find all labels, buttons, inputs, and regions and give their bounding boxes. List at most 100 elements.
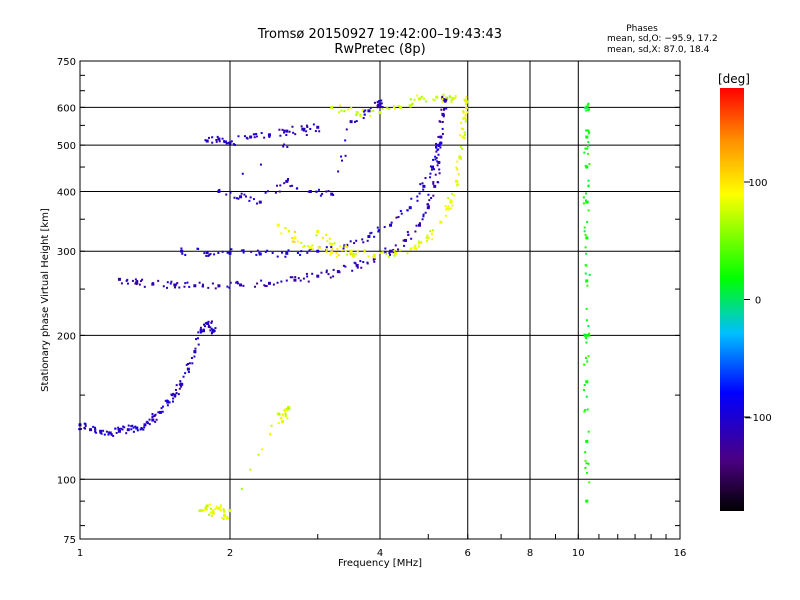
data-point-fill bbox=[369, 232, 372, 235]
data-point-fill bbox=[346, 243, 349, 246]
data-point-fill bbox=[153, 415, 156, 418]
series-x-trace-top bbox=[330, 93, 457, 118]
data-point bbox=[585, 333, 589, 337]
data-point-fill bbox=[287, 177, 290, 180]
data-point-fill bbox=[196, 247, 199, 250]
data-point-fill bbox=[441, 100, 444, 103]
data-point-fill bbox=[216, 135, 219, 138]
data-point-fill bbox=[214, 287, 217, 290]
data-point-fill bbox=[154, 420, 157, 423]
data-point-fill bbox=[219, 508, 222, 511]
data-point-fill bbox=[393, 106, 396, 109]
data-point-fill bbox=[379, 105, 382, 108]
data-point-fill bbox=[123, 426, 126, 429]
data-point-fill bbox=[397, 215, 400, 218]
data-point-fill bbox=[241, 172, 244, 175]
data-point-fill bbox=[397, 104, 400, 107]
data-point bbox=[442, 99, 446, 103]
data-point-fill bbox=[283, 408, 286, 411]
data-point-fill bbox=[449, 207, 452, 210]
data-point-fill bbox=[461, 147, 464, 150]
data-point-fill bbox=[340, 109, 343, 112]
data-point-fill bbox=[288, 406, 291, 409]
colorbar-tick-label: 100 bbox=[748, 178, 767, 189]
data-point-fill bbox=[383, 226, 386, 229]
data-point-fill bbox=[458, 155, 461, 158]
data-point-fill bbox=[278, 190, 281, 193]
data-point-fill bbox=[142, 428, 145, 431]
data-point-fill bbox=[369, 114, 372, 117]
data-point-fill bbox=[437, 135, 440, 138]
data-point-fill bbox=[464, 114, 467, 117]
data-point-fill bbox=[587, 179, 590, 182]
data-point-fill bbox=[403, 244, 406, 247]
data-point-fill bbox=[361, 108, 364, 111]
data-point-fill bbox=[299, 279, 302, 282]
data-point-fill bbox=[438, 168, 441, 171]
data-point-fill bbox=[356, 266, 359, 269]
data-point-fill bbox=[584, 409, 587, 412]
data-point bbox=[433, 184, 437, 188]
data-point-fill bbox=[318, 130, 321, 133]
data-point-fill bbox=[305, 130, 308, 133]
data-point bbox=[205, 139, 209, 143]
data-point-fill bbox=[183, 285, 186, 288]
data-point-fill bbox=[438, 172, 441, 175]
data-point bbox=[293, 236, 297, 240]
data-point-fill bbox=[282, 414, 285, 417]
data-point-fill bbox=[583, 410, 586, 413]
data-point-fill bbox=[339, 104, 342, 107]
data-point-fill bbox=[79, 428, 82, 431]
data-point-fill bbox=[583, 226, 586, 229]
data-point-fill bbox=[130, 428, 133, 431]
data-point-fill bbox=[214, 508, 217, 511]
data-point-fill bbox=[240, 249, 243, 252]
data-point-fill bbox=[279, 134, 282, 137]
data-point bbox=[413, 246, 417, 250]
data-point bbox=[373, 253, 377, 257]
data-point-fill bbox=[586, 152, 589, 155]
data-point-fill bbox=[326, 248, 329, 251]
data-point-fill bbox=[418, 224, 421, 227]
data-point-fill bbox=[439, 120, 442, 123]
data-point-fill bbox=[115, 431, 118, 434]
data-point-fill bbox=[437, 153, 440, 156]
data-point-fill bbox=[223, 509, 226, 512]
y-tick-label: 600 bbox=[57, 103, 76, 114]
data-point-fill bbox=[166, 399, 169, 402]
data-point-fill bbox=[143, 285, 146, 288]
data-point-fill bbox=[161, 405, 164, 408]
data-point-fill bbox=[103, 433, 106, 436]
data-point-fill bbox=[134, 425, 137, 428]
data-point-fill bbox=[284, 255, 287, 258]
data-point bbox=[173, 283, 177, 287]
data-point-fill bbox=[242, 284, 245, 287]
data-point-fill bbox=[346, 108, 349, 111]
data-point-fill bbox=[418, 245, 421, 248]
data-point-fill bbox=[125, 432, 128, 435]
data-point-fill bbox=[340, 155, 343, 158]
data-point-fill bbox=[418, 241, 421, 244]
data-point-fill bbox=[387, 255, 390, 258]
data-point-fill bbox=[447, 197, 450, 200]
data-point bbox=[585, 439, 589, 443]
data-point-fill bbox=[112, 434, 115, 437]
data-point-fill bbox=[349, 253, 352, 256]
data-point-fill bbox=[394, 244, 397, 247]
data-point-fill bbox=[424, 211, 427, 214]
data-point-fill bbox=[582, 202, 585, 205]
data-point bbox=[211, 511, 215, 515]
data-point bbox=[403, 238, 407, 242]
data-point-fill bbox=[388, 252, 391, 255]
data-point-fill bbox=[281, 413, 284, 416]
data-point-fill bbox=[429, 165, 432, 168]
data-point-fill bbox=[336, 248, 339, 251]
data-point bbox=[441, 112, 445, 116]
data-point-fill bbox=[439, 142, 442, 145]
data-point-fill bbox=[261, 448, 264, 451]
data-point-fill bbox=[438, 145, 441, 148]
colorbar-label: [deg] bbox=[718, 72, 750, 86]
data-point-fill bbox=[408, 104, 411, 107]
data-point-fill bbox=[364, 109, 367, 112]
data-point-fill bbox=[585, 307, 588, 310]
